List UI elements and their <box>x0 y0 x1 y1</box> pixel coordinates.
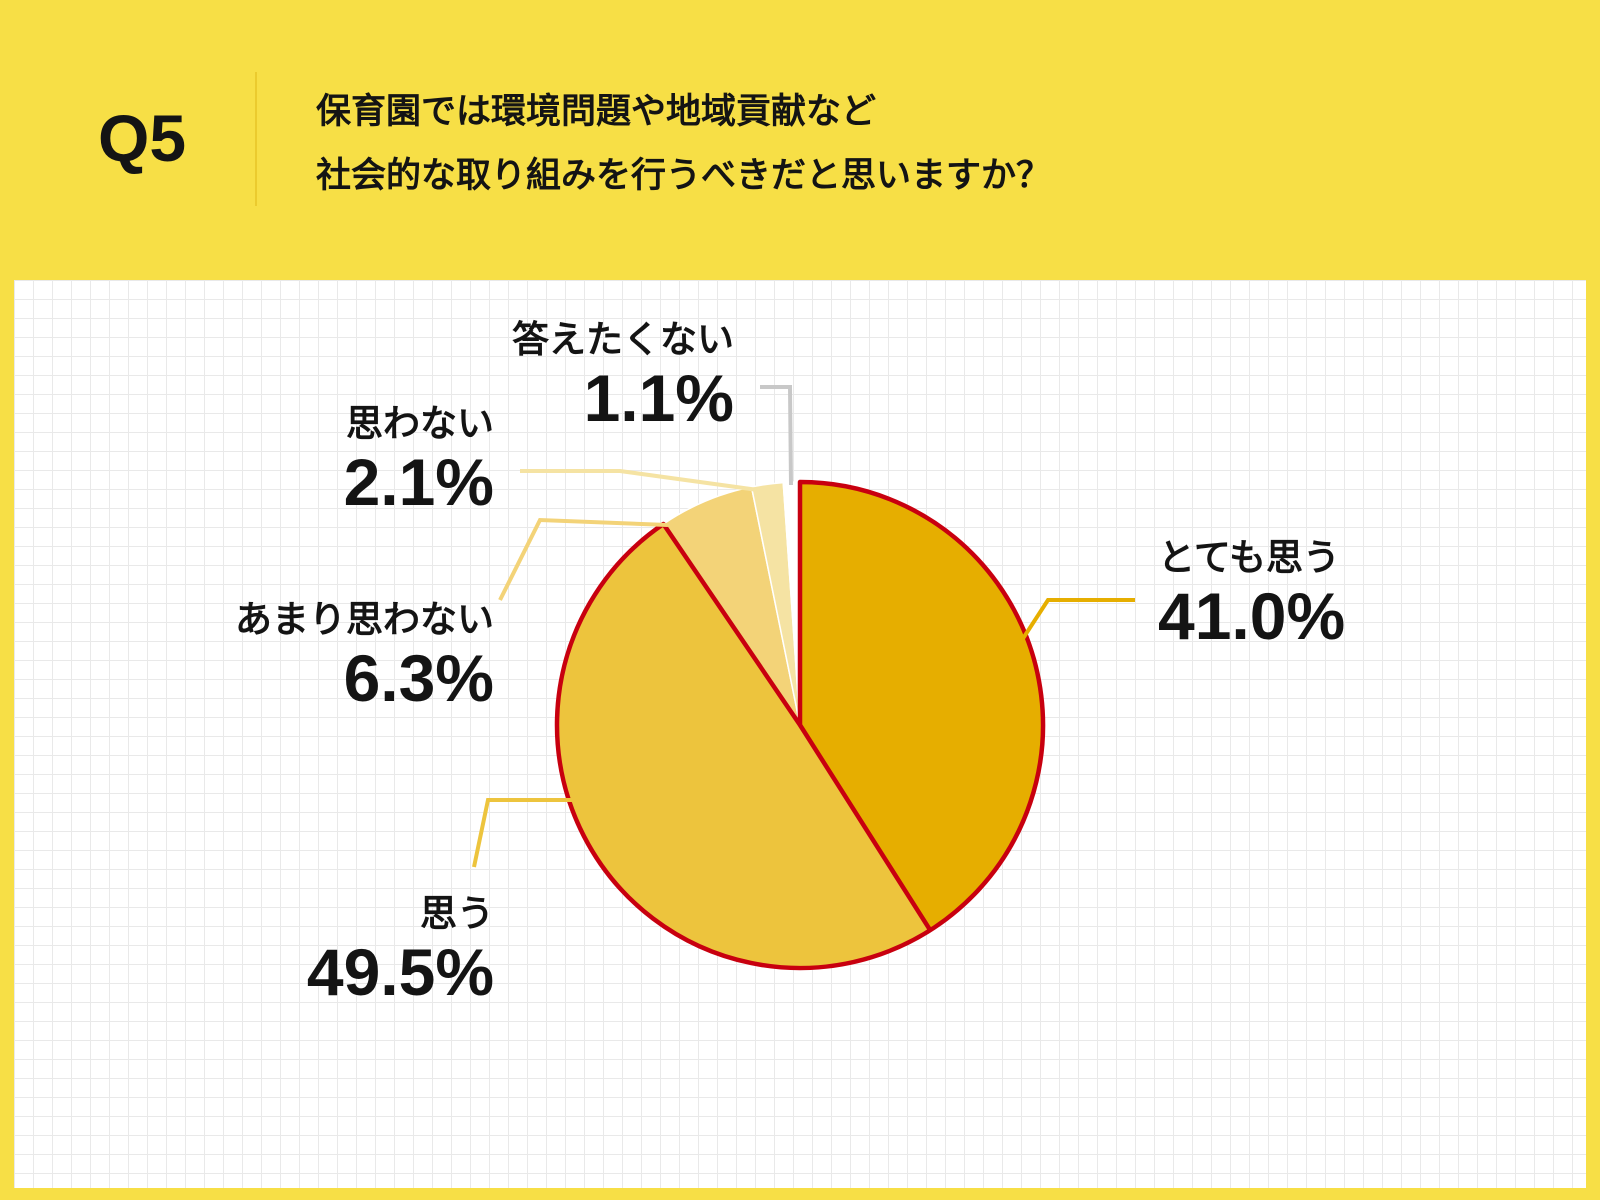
label-agree-value: 49.5% <box>306 935 494 1009</box>
label-no-answer: 答えたくない 1.1% <box>420 318 734 434</box>
question-text: 保育園では環境問題や地域貢献など 社会的な取り組みを行うべきだと思いますか？ <box>316 80 1051 208</box>
leader-agree <box>472 798 572 868</box>
label-disagree-strongly: 思わない 2.1% <box>250 402 494 518</box>
label-disagree-strongly-value: 2.1% <box>343 445 494 519</box>
label-no-answer-value: 1.1% <box>583 361 734 435</box>
agree-outline <box>554 479 1046 971</box>
label-agree-name: 思う <box>420 892 494 935</box>
label-strongly-agree-name: とても思う <box>1158 536 1341 579</box>
label-disagree-strongly-name: 思わない <box>346 402 494 445</box>
question-number: Q5 <box>98 101 187 175</box>
header: Q5 保育園では環境問題や地域貢献など 社会的な取り組みを行うべきだと思いますか… <box>0 0 1600 280</box>
label-disagree-value: 6.3% <box>343 641 494 715</box>
leader-strongly-disagree <box>520 469 759 492</box>
label-disagree-name: あまり思わない <box>235 598 494 641</box>
header-divider <box>255 72 257 206</box>
question-line-2: 社会的な取り組みを行うべきだと思いますか？ <box>316 156 1052 196</box>
label-strongly-agree: とても思う 41.0% <box>1158 536 1458 652</box>
label-no-answer-name: 答えたくない <box>512 318 734 361</box>
leader-strongly-agree <box>1020 598 1135 642</box>
pie-slices <box>554 479 1046 971</box>
label-disagree: あまり思わない 6.3% <box>140 598 494 714</box>
label-agree: 思う 49.5% <box>250 892 494 1008</box>
leader-disagree <box>498 517 669 601</box>
leader-lines <box>472 385 1135 868</box>
question-line-1: 保育園では環境問題や地域貢献など <box>316 92 877 132</box>
leader-no-answer <box>760 385 793 486</box>
label-strongly-agree-value: 41.0% <box>1158 579 1346 653</box>
